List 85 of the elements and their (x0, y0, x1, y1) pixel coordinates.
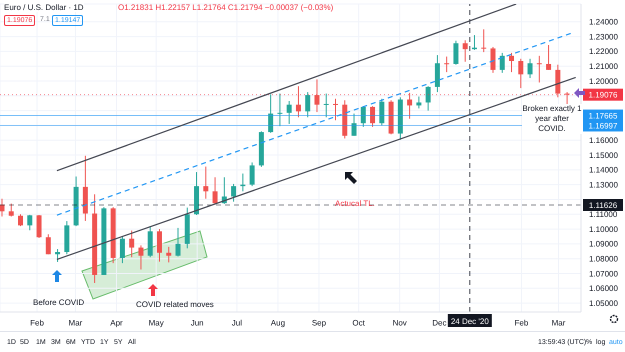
candlestick (120, 236, 125, 264)
candlestick (27, 214, 32, 231)
candlestick (472, 34, 477, 50)
candlestick (379, 98, 384, 126)
x-tick-label: Sep (312, 318, 327, 328)
y-tick-label: 1.09000 (589, 240, 618, 249)
candlestick (518, 58, 524, 89)
y-tick-label: 1.23000 (589, 32, 618, 42)
candlestick (176, 227, 181, 257)
candlestick (500, 52, 505, 74)
annotation: Before COVID (33, 298, 84, 307)
candlestick (231, 183, 236, 202)
candlestick (138, 244, 144, 270)
candlestick (277, 93, 282, 127)
candlestick (212, 176, 218, 204)
candlestick (434, 54, 440, 93)
y-tick-label: 1.14000 (589, 166, 618, 175)
y-tick-label: 1.06000 (589, 284, 618, 294)
candlestick (528, 58, 533, 79)
y-tick-label: 1.20000 (589, 76, 618, 86)
y-tick-label: 1.15000 (589, 150, 618, 160)
ref-line-label: 1.11626 (588, 201, 618, 210)
candlestick (240, 173, 246, 192)
candlestick (370, 106, 376, 128)
candlestick (352, 113, 357, 136)
annotation: Actucal TL. (335, 199, 375, 208)
x-tick-label: Apr (110, 318, 124, 328)
y-tick-label: 1.10000 (589, 224, 618, 234)
candlestick (296, 86, 301, 118)
candlestick (36, 214, 42, 238)
x-tick-label: Dec (432, 318, 447, 328)
candlestick (156, 228, 162, 262)
y-tick-label: 1.08000 (589, 254, 618, 264)
candlestick (18, 214, 24, 227)
x-tick-label: Oct (352, 318, 366, 328)
ref-line-label: 24 Dec '20 (450, 317, 490, 326)
candlestick (555, 64, 560, 98)
y-tick-label: 1.13000 (589, 180, 618, 190)
ref-line-label: 1.19076 (588, 90, 618, 100)
candlestick (286, 100, 292, 124)
candlestick (203, 166, 208, 200)
candlestick (509, 52, 514, 73)
ref-line-label: 1.17665 (588, 112, 618, 121)
x-tick-label: May (148, 318, 164, 328)
candlestick (453, 40, 458, 66)
candlestick (46, 234, 51, 255)
y-tick-label: 1.07000 (589, 269, 618, 278)
x-tick-label: Feb (30, 318, 44, 328)
candlestick (129, 230, 134, 258)
candlestick (305, 92, 310, 118)
candlestick (536, 55, 542, 83)
y-tick-label: 1.21000 (589, 62, 618, 72)
y-tick-label: 1.05000 (589, 298, 618, 308)
candlestick (416, 96, 422, 109)
x-tick-label: Jul (232, 318, 242, 328)
annotation: Broken exactly 1 year after COVID. (522, 104, 582, 134)
candlestick (490, 46, 496, 74)
candlestick (564, 92, 570, 106)
x-tick-label: Mar (68, 318, 83, 328)
chart-title: Euro / U.S. Dollar · 1D (4, 3, 84, 12)
candlestick (444, 56, 450, 73)
candlestick (426, 86, 431, 112)
x-tick-label: Nov (392, 318, 407, 328)
candlestick (250, 162, 255, 187)
candlestick (481, 28, 486, 53)
candlestick (0, 198, 4, 217)
candlestick (407, 92, 412, 120)
x-tick-label: Jun (190, 318, 204, 328)
y-tick-label: 1.22000 (589, 47, 618, 56)
candlestick (333, 98, 338, 121)
candlestick (314, 78, 320, 113)
y-tick-label: 1.16000 (589, 136, 618, 146)
candlestick (55, 248, 60, 262)
y-tick-label: 1.11000 (589, 210, 618, 220)
candlestick (546, 44, 552, 70)
candlestick (324, 93, 329, 118)
annotation: COVID related moves (136, 300, 214, 309)
x-tick-label: Feb (514, 318, 529, 328)
candlestick (462, 40, 468, 62)
annotation: O1.21831 H1.22157 L1.21764 C1.21794 −0.00037 (−0.03%) (118, 3, 334, 12)
x-tick-label: Mar (552, 318, 566, 328)
x-tick-label: Aug (270, 318, 286, 328)
y-tick-label: 1.24000 (589, 18, 618, 27)
ref-line-label: 1.16997 (588, 121, 618, 130)
candlestick (8, 203, 14, 217)
